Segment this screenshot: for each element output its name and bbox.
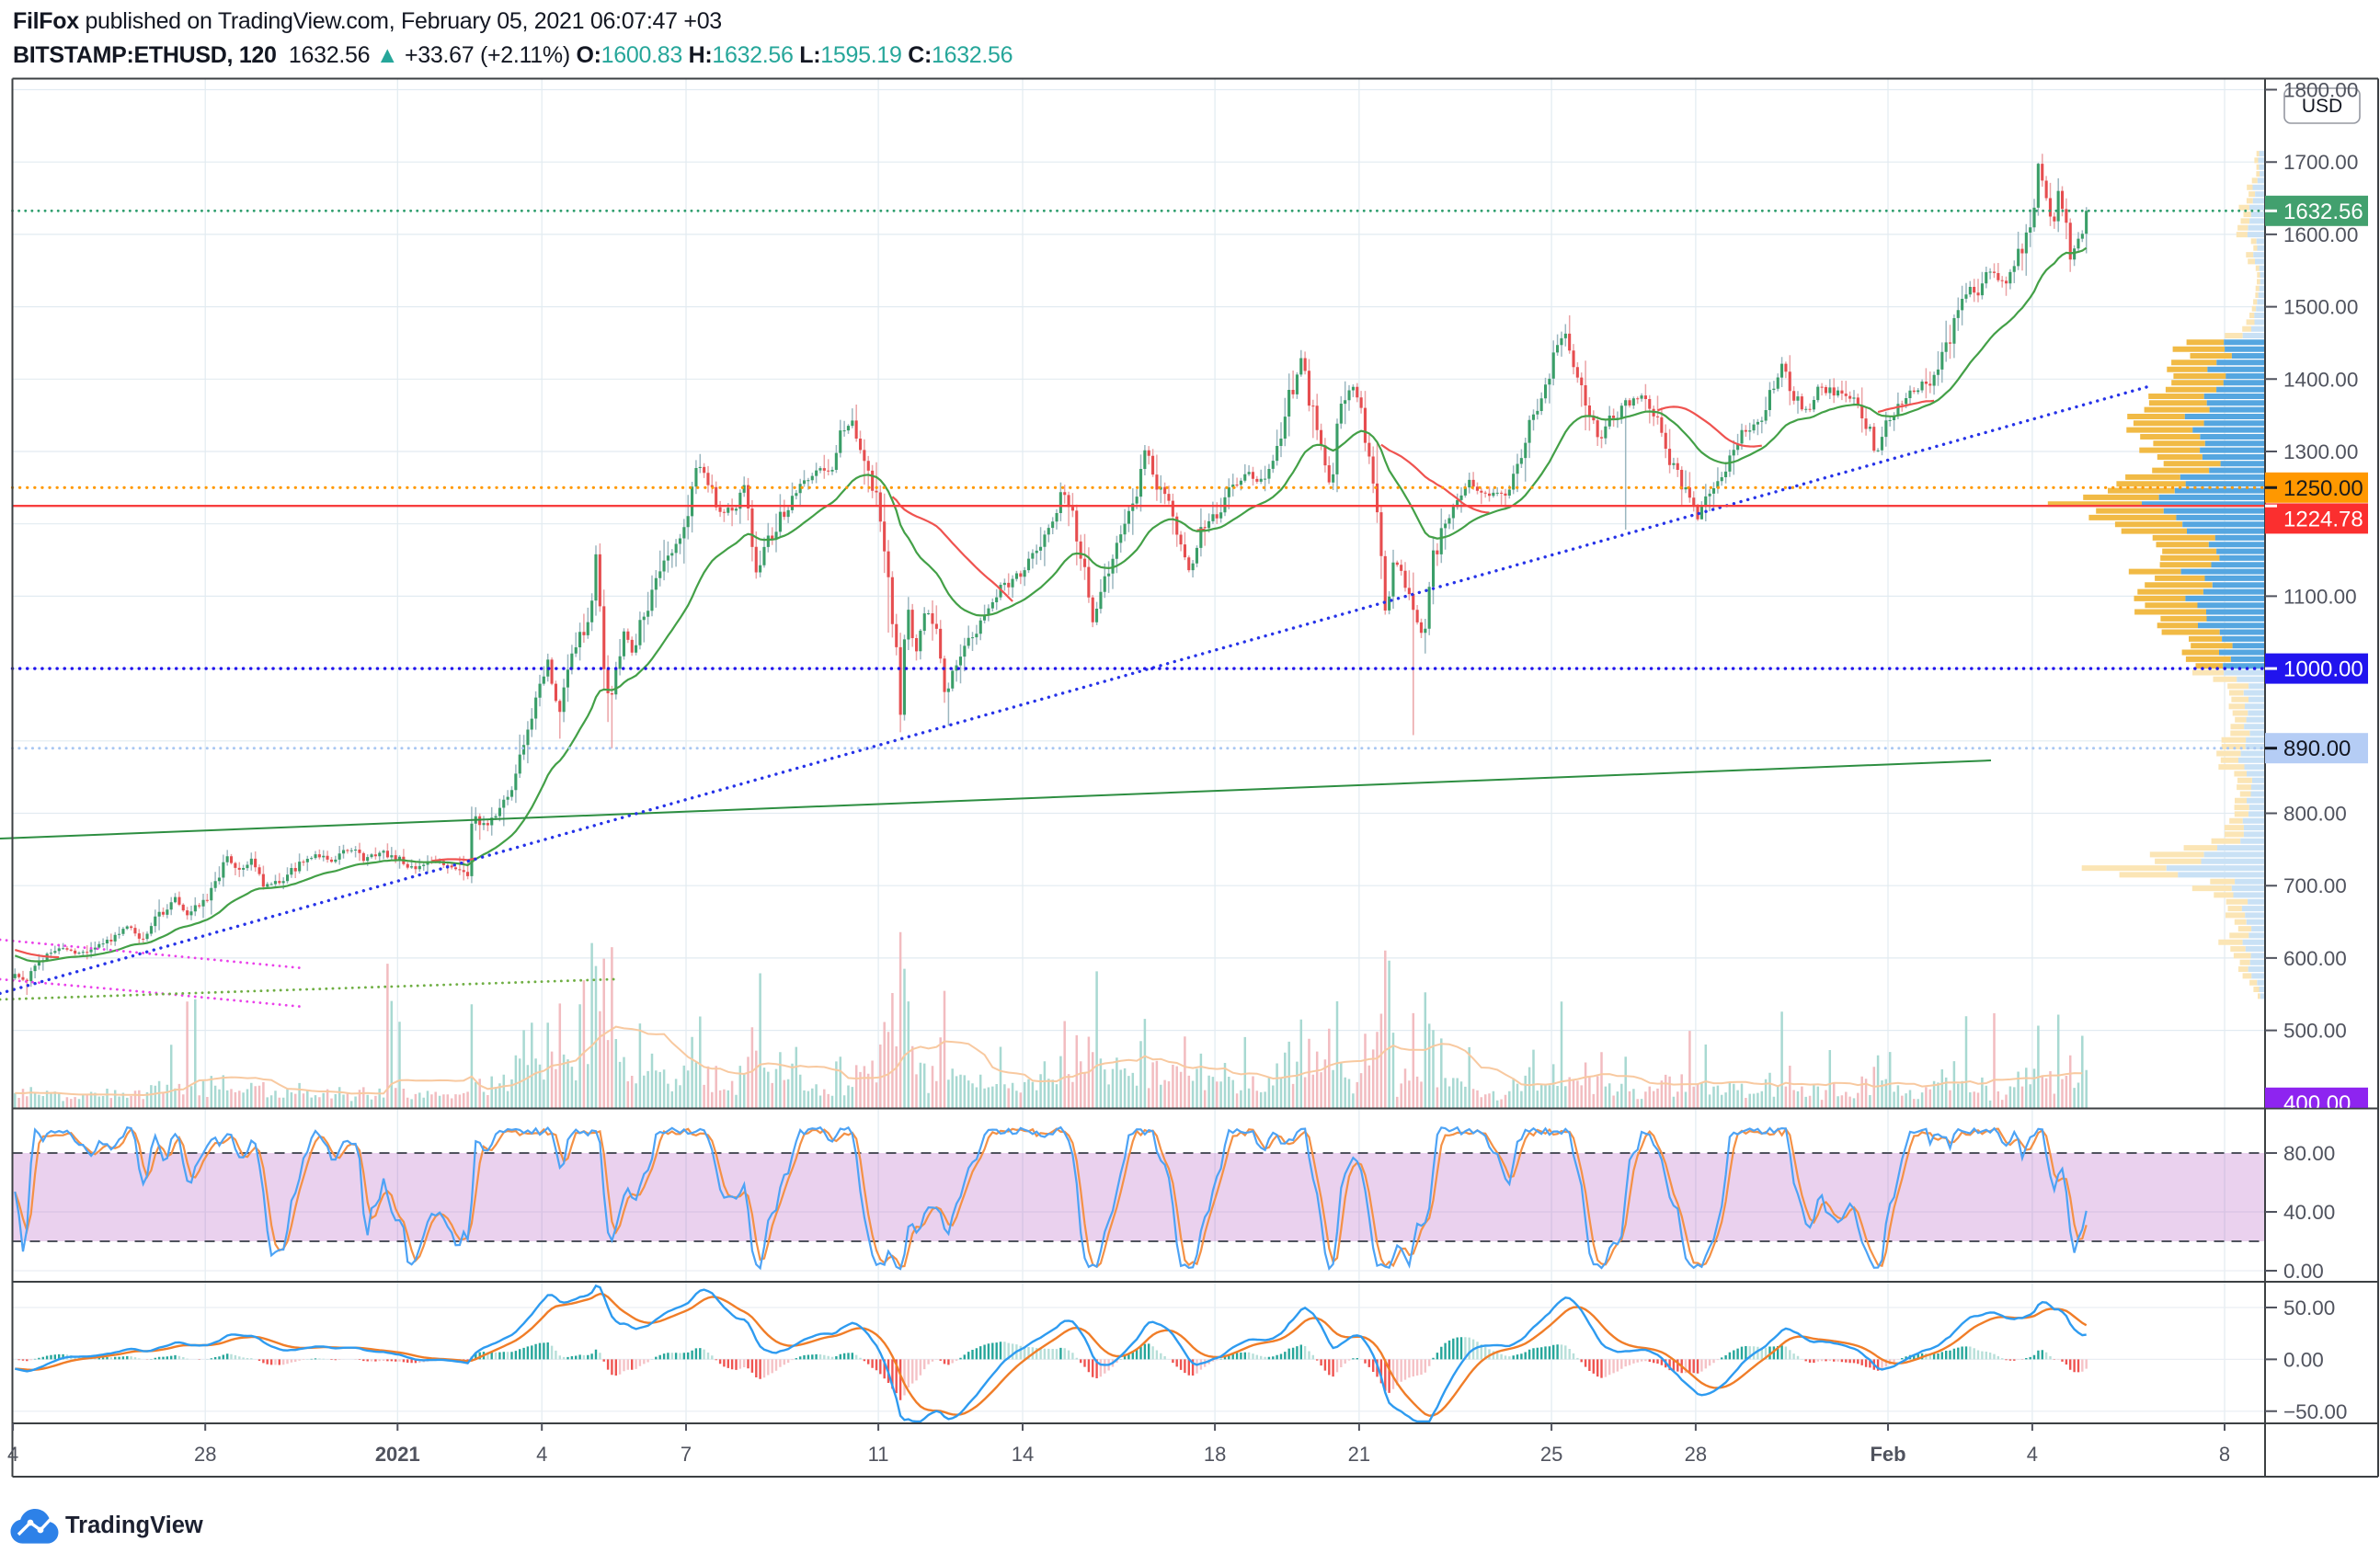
svg-text:2021: 2021 [375,1443,420,1466]
svg-text:14: 14 [1012,1443,1034,1466]
svg-text:4: 4 [7,1443,18,1466]
svg-text:TradingView: TradingView [65,1513,203,1538]
svg-text:400.00: 400.00 [2283,1091,2351,1116]
svg-text:800.00: 800.00 [2283,803,2347,826]
svg-text:500.00: 500.00 [2283,1020,2347,1043]
svg-text:1000.00: 1000.00 [2283,657,2363,682]
svg-text:890.00: 890.00 [2283,737,2351,761]
svg-text:1224.78: 1224.78 [2283,507,2363,531]
svg-text:1800.00: 1800.00 [2283,79,2358,102]
svg-text:1300.00: 1300.00 [2283,440,2358,463]
svg-text:700.00: 700.00 [2283,874,2347,897]
svg-text:25: 25 [1540,1443,1562,1466]
svg-text:18: 18 [1204,1443,1226,1466]
svg-text:Feb: Feb [1870,1443,1905,1466]
svg-text:8: 8 [2219,1443,2230,1466]
svg-text:28: 28 [194,1443,216,1466]
svg-text:0.00: 0.00 [2283,1260,2324,1283]
svg-text:28: 28 [1685,1443,1707,1466]
svg-text:−50.00: −50.00 [2283,1400,2347,1423]
svg-text:50.00: 50.00 [2283,1296,2335,1319]
svg-text:80.00: 80.00 [2283,1142,2335,1165]
svg-text:1100.00: 1100.00 [2283,585,2357,608]
svg-text:FilFox published on TradingVie: FilFox published on TradingView.com, Feb… [13,8,722,34]
svg-text:0.00: 0.00 [2283,1348,2324,1371]
svg-text:7: 7 [681,1443,692,1466]
svg-text:21: 21 [1348,1443,1370,1466]
svg-text:4: 4 [2027,1443,2038,1466]
svg-text:USD: USD [2302,96,2342,117]
svg-text:4: 4 [536,1443,547,1466]
svg-text:1500.00: 1500.00 [2283,296,2358,319]
svg-text:1250.00: 1250.00 [2283,476,2363,501]
svg-text:600.00: 600.00 [2283,947,2347,970]
svg-text:1600.00: 1600.00 [2283,223,2358,246]
svg-text:BITSTAMP:ETHUSD, 120 1632.56: BITSTAMP:ETHUSD, 120 1632.56 ▲ +33.67 (+… [13,42,1013,68]
svg-text:1632.56: 1632.56 [2283,200,2363,224]
svg-text:1700.00: 1700.00 [2283,151,2358,174]
svg-text:40.00: 40.00 [2283,1201,2335,1224]
svg-text:1400.00: 1400.00 [2283,368,2358,391]
svg-text:11: 11 [868,1443,889,1466]
